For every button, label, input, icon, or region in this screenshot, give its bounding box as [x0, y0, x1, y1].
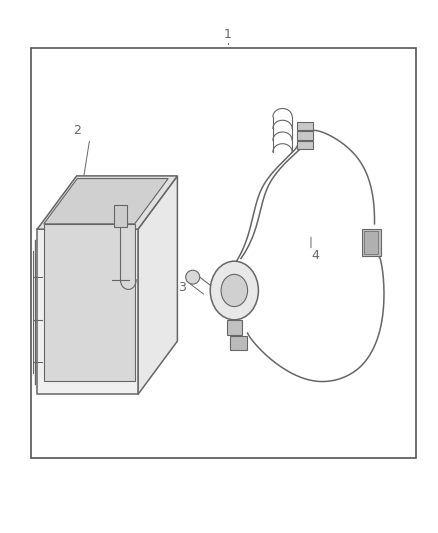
Bar	[31, 48, 416, 458]
Polygon shape	[44, 179, 168, 224]
Bar	[297, 141, 313, 149]
Ellipse shape	[186, 270, 200, 284]
Circle shape	[221, 274, 247, 306]
Text: 4: 4	[311, 249, 319, 262]
Text: 3: 3	[178, 281, 186, 294]
Bar	[114, 205, 127, 227]
Bar	[297, 131, 313, 140]
Bar	[230, 336, 247, 350]
Polygon shape	[44, 224, 135, 381]
Polygon shape	[138, 176, 177, 394]
FancyBboxPatch shape	[364, 231, 378, 254]
Circle shape	[210, 261, 258, 320]
Bar	[297, 122, 313, 130]
Polygon shape	[37, 229, 138, 394]
Text: 2: 2	[73, 124, 81, 137]
Polygon shape	[37, 176, 177, 229]
Bar	[227, 320, 242, 335]
FancyBboxPatch shape	[362, 229, 381, 256]
Text: 1: 1	[224, 28, 232, 41]
